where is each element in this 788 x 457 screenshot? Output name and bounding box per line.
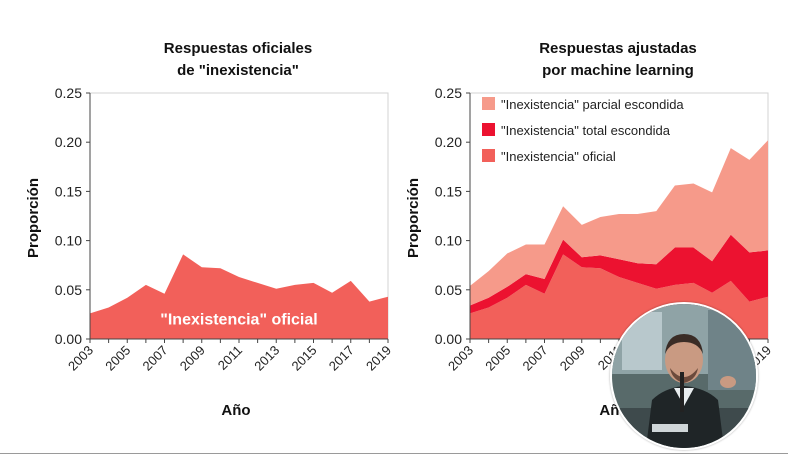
- legend: "Inexistencia" parcial escondida "Inexist…: [482, 97, 684, 164]
- y-tick-label: 0.15: [435, 183, 462, 199]
- speaker-figure-icon: [612, 304, 756, 448]
- x-tick-label: 2007: [520, 343, 551, 374]
- chart-title-line: Respuestas ajustadas: [539, 40, 697, 57]
- x-axis-label: Año: [221, 402, 250, 419]
- x-tick-label: 2017: [326, 343, 357, 374]
- x-tick-label: 2009: [557, 343, 588, 374]
- y-tick-label: 0.20: [435, 134, 462, 150]
- x-tick-label: 2003: [65, 343, 96, 374]
- speaker-video-thumbnail: [610, 302, 758, 450]
- y-tick-label: 0.00: [55, 331, 82, 347]
- legend-swatch: [482, 149, 495, 162]
- area-series-0: [90, 254, 388, 339]
- area-series-2: [470, 140, 768, 306]
- x-tick-label: 2011: [215, 343, 245, 373]
- y-tick-label: 0.00: [435, 331, 462, 347]
- legend-label: "Inexistencia" oficial: [501, 149, 616, 164]
- y-axis-label: Proporción: [405, 178, 422, 258]
- x-tick-label: 2007: [140, 343, 171, 374]
- y-tick-label: 0.05: [435, 282, 462, 298]
- y-tick-label: 0.05: [55, 282, 82, 298]
- x-tick-label: 2019: [363, 343, 394, 374]
- area-series-1: [470, 234, 768, 314]
- y-tick-label: 0.25: [55, 85, 82, 101]
- y-tick-label: 0.25: [435, 85, 462, 101]
- x-tick-label: 2003: [445, 343, 476, 374]
- x-tick-label: 2005: [102, 343, 133, 374]
- chart-title-line: de "inexistencia": [177, 62, 299, 79]
- y-tick-label: 0.20: [55, 134, 82, 150]
- area-annotation: "Inexistencia" oficial: [160, 311, 317, 328]
- x-tick-label: 2009: [177, 343, 208, 374]
- y-tick-label: 0.10: [435, 233, 462, 249]
- chart-title-line: Respuestas oficiales: [164, 40, 312, 57]
- x-tick-label: 2013: [251, 343, 282, 374]
- plot-area: 0.00 0.05 0.10 0.15 0.20 0.25 2003 2005 2007 2009…: [55, 85, 394, 374]
- chart-official: Respuestas oficiales de "inexistencia" 0…: [25, 40, 394, 419]
- legend-label: "Inexistencia" total escondida: [501, 123, 671, 138]
- x-tick-label: 2005: [482, 343, 513, 374]
- chart-title-line: por machine learning: [542, 62, 694, 79]
- legend-swatch: [482, 97, 495, 110]
- legend-swatch: [482, 123, 495, 136]
- y-tick-label: 0.15: [55, 183, 82, 199]
- y-axis-label: Proporción: [25, 178, 42, 258]
- legend-label: "Inexistencia" parcial escondida: [501, 97, 684, 112]
- x-tick-label: 2015: [289, 343, 320, 374]
- bottom-divider: [0, 453, 788, 454]
- y-tick-label: 0.10: [55, 233, 82, 249]
